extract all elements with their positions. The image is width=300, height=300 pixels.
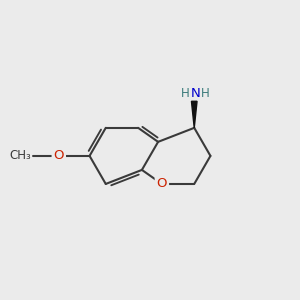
- Text: N: N: [190, 86, 200, 100]
- Text: H: H: [181, 86, 190, 100]
- Text: O: O: [53, 149, 64, 162]
- Polygon shape: [191, 101, 197, 128]
- Text: H: H: [201, 86, 210, 100]
- Text: O: O: [157, 177, 167, 190]
- Text: CH₃: CH₃: [9, 149, 31, 162]
